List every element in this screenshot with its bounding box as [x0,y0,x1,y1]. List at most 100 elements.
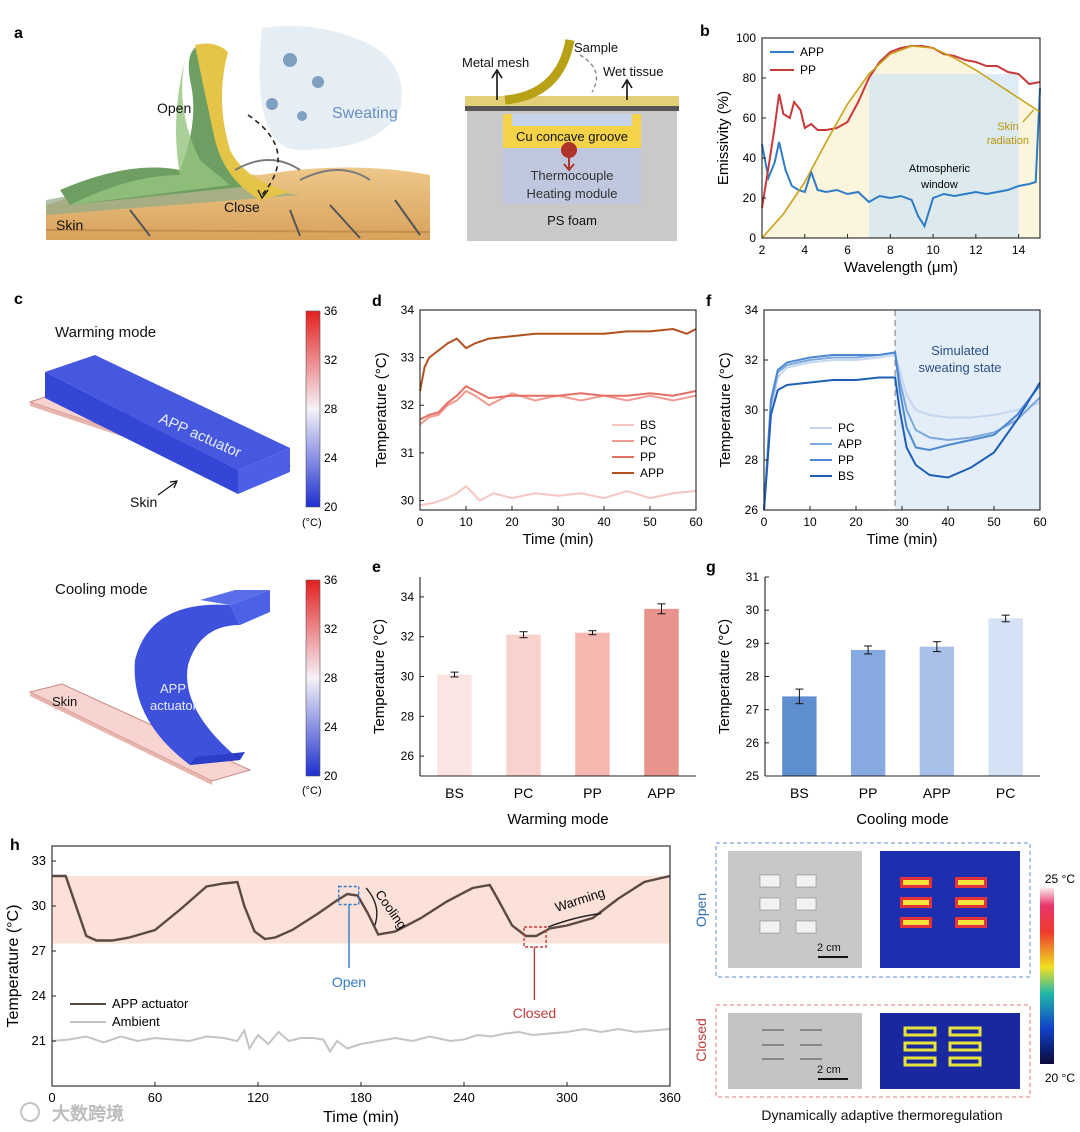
y-tick-label: 31 [401,446,415,460]
open-close-arrow [247,114,279,196]
x-tick-label: 12 [969,243,983,257]
warming-arrow [547,912,602,928]
legend-label: APP [640,466,664,480]
open-label: Open [157,100,191,116]
series-line-app-actuator [52,874,671,942]
y-tick-label: 29 [746,636,760,650]
warming-mode-title: Warming mode [55,324,156,341]
x-tick-label: 8 [887,243,894,257]
y-tick-label: 30 [401,493,415,507]
y-tick-label: 33 [401,351,415,365]
x-tick-label: 240 [453,1090,475,1105]
watermark: 大数跨境 [52,1103,124,1124]
x-axis-label: Warming mode [507,811,608,828]
colorbar-tick: 24 [324,720,338,734]
y-tick-label: 30 [745,403,759,417]
x-tick-label: BS [790,785,809,801]
colorbar-tick: 28 [324,671,338,685]
colorbar-tick: 36 [324,304,338,318]
series-line-app [761,87,1041,229]
y-tick-label: 32 [401,630,415,644]
simulation-cooling: Cooling mode APP actuator Skin [28,581,270,785]
x-tick-label: PP [859,785,878,801]
colorbar-unit: (°C) [302,785,322,797]
scale-bar-closed: 2 cm [817,1064,841,1076]
sample-curve [504,39,575,105]
cooling-mode-title: Cooling mode [55,581,148,598]
x-tick-label: PC [996,785,1015,801]
open-side-label: Open [693,893,709,927]
chart-d-warming-temperature: 0 10 20 30 40 50 60 30 31 32 33 34 Time (min) Tempera… [373,303,703,548]
y-axis-label: Temperature (°C) [717,352,734,467]
y-tick-label: 26 [746,736,760,750]
x-tick-label: 0 [417,515,424,529]
colorbar-tick: 32 [324,622,338,636]
colorbar-tick: 32 [324,353,338,367]
sample-label: Sample [574,40,618,55]
bar-app [644,608,679,776]
series-line-bs [763,376,1041,511]
annotation-window-line2: window [920,179,958,191]
y-tick-label: 26 [401,749,415,763]
legend-label: BS [640,418,656,432]
x-tick-label: 60 [148,1090,162,1105]
sweating-label: Sweating [332,105,398,122]
skin-label: Skin [56,217,83,233]
ir-max-label: 25 °C [1045,872,1075,886]
legend-label: APP actuator [112,996,189,1011]
atmospheric-window-band [868,74,1019,238]
photo-caption: Dynamically adaptive thermoregulation [761,1107,1002,1123]
legend-label: PC [838,421,855,435]
colorbar-tick: 20 [324,769,338,783]
legend-label: Ambient [112,1014,160,1029]
panel-letter-d: d [372,293,382,310]
x-tick-label: 30 [551,515,565,529]
series-line-pp [419,384,697,421]
plot-frame [419,309,697,511]
x-tick-label: APP [647,785,675,801]
y-tick-label: 30 [746,603,760,617]
y-tick-label: 20 [743,191,757,205]
x-tick-label: 20 [849,515,863,529]
y-tick-label: 28 [745,453,759,467]
wet-tissue-label: Wet tissue [603,64,663,79]
y-tick-label: 100 [736,31,756,45]
x-tick-label: 0 [761,515,768,529]
chart-h-dynamic-temperature: 0 60 120 180 240 300 360 21 24 27 30 33 Time (min) Te… [5,845,681,1126]
annotation-skin-arrow [1022,109,1035,123]
colorbar-warming: 36 32 28 24 20 (°C) [302,304,338,529]
droplet [283,53,297,67]
ir-open [880,851,1020,968]
close-label: Close [224,199,260,215]
annotation-skin-line2: radiation [987,135,1029,147]
bar-pp [850,649,886,776]
bar-bs [782,696,817,776]
x-tick-label: 300 [556,1090,578,1105]
y-tick-label: 25 [746,769,760,783]
y-axis-label: Temperature (°C) [716,619,733,734]
x-tick-label: 40 [941,515,955,529]
panel-letter-a: a [14,25,23,42]
panel-letter-h: h [10,837,20,854]
y-tick-label: 34 [401,303,415,317]
test-setup-schematic: Metal mesh Sample Wet tissue Cu concave … [462,39,679,241]
colorbar-unit: (°C) [302,517,322,529]
photo-open [728,851,862,968]
y-tick-label: 0 [749,231,756,245]
series-line-app [419,327,697,392]
colorbar-cooling: 36 32 28 24 20 (°C) [302,573,338,797]
legend-label: PC [640,434,657,448]
y-tick-label: 80 [743,71,757,85]
thermocouple-label: Thermocouple [530,168,613,183]
ir-colorbar [1040,888,1054,1064]
droplet [312,76,324,88]
y-tick-label: 60 [743,111,757,125]
cooling-actuator-line1: APP [160,681,186,696]
comfort-band [52,876,670,944]
x-tick-label: 50 [987,515,1001,529]
watermark-icon [20,1102,40,1122]
skin-label-cooling: Skin [52,694,77,709]
bar-bs [437,674,472,776]
x-tick-label: APP [923,785,951,801]
photo-grid: Open Closed 2 cm 2 cm [693,842,1075,1123]
